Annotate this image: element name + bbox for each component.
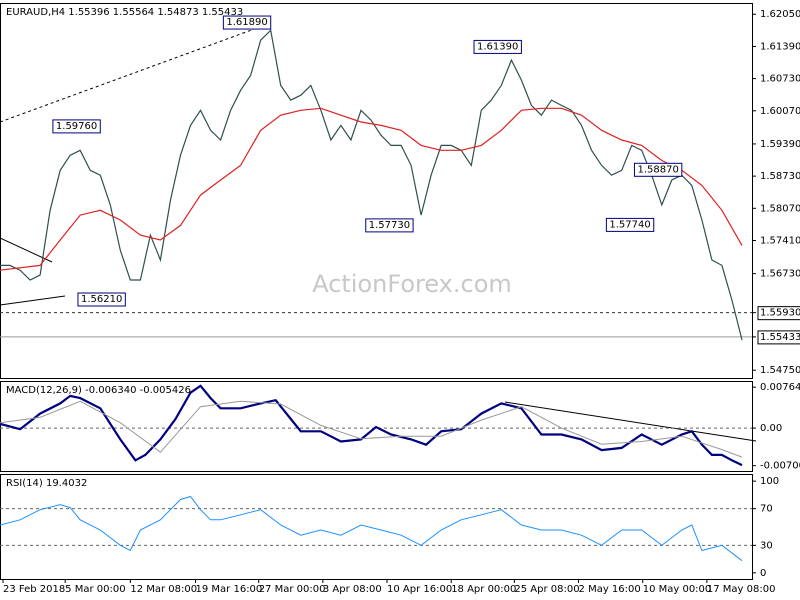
y-tick-label: 1.59390 [760,139,800,150]
annotation-box [605,217,655,232]
annotation-box [52,119,101,134]
x-tick-label: 5 Mar 00:00 [65,584,125,595]
y-tick-label: 1.57410 [760,235,800,246]
x-tick-label: 3 Apr 08:00 [323,584,382,595]
y-tick-label: 70 [760,504,773,515]
y-tick-label: 1.58070 [760,203,800,214]
price-annotation: 1.57730 [369,220,410,231]
x-tick-label: 25 Apr 08:00 [514,584,579,595]
y-tick-label: 1.61390 [760,41,800,52]
price-annotation: 1.61390 [477,41,518,52]
trend-line [0,295,66,306]
x-tick-label: 12 Mar 08:00 [130,584,197,595]
rsi-panel [0,474,753,580]
y-tick-label: 1.55433 [760,332,800,343]
y-tick-label: -0.007006 [760,461,800,472]
y-tick-label: 1.60070 [760,106,800,117]
y-tick-box [757,306,800,321]
x-tick-label: 23 Feb 2018 [3,584,65,595]
y-tick-label: 0.00 [760,423,782,434]
x-tick-label: 27 Mar 00:00 [259,584,326,595]
y-tick-label: 1.56730 [760,269,800,280]
price-annotation: 1.56210 [81,294,122,305]
price-annotation: 1.61890 [226,17,267,28]
y-tick-label: 1.54750 [760,365,800,376]
x-tick-label: 10 Apr 16:00 [387,584,452,595]
annotation-box [473,39,522,54]
macd-panel [0,381,753,472]
y-tick-label: 30 [760,540,773,551]
x-tick-label: 19 Mar 16:00 [196,584,263,595]
y-tick-label: 1.60730 [760,74,800,85]
price-annotation: 1.58870 [637,164,678,175]
x-tick-label: 2 May 16:00 [579,584,641,595]
series-line [0,29,743,341]
series-line [0,107,743,271]
annotation-box [633,162,683,177]
series-line [0,384,743,467]
panel-title: RSI(14) 19.4032 [6,478,87,489]
y-tick-label: 0.007642 [760,382,800,393]
panel-title: MACD(12,26,9) -0.006340 -0.005426 [6,385,191,396]
price-panel [0,3,753,379]
annotation-box [222,15,272,30]
y-tick-label: 1.62050 [760,9,800,20]
series-line [0,400,743,458]
y-tick-label: 0 [760,568,766,579]
price-annotation: 1.57740 [609,219,650,230]
x-tick-label: 10 May 00:00 [643,584,712,595]
price-annotation: 1.59760 [56,121,97,132]
y-tick-box [757,330,800,345]
annotation-box [365,218,414,233]
x-tick-label: 17 May 08:00 [707,584,776,595]
y-tick-label: 1.55930 [760,308,800,319]
watermark: ActionForex.com [312,270,512,298]
annotation-box [77,292,126,307]
trend-line [504,401,757,442]
y-tick-label: 100 [760,476,779,487]
y-tick-label: 1.58730 [760,171,800,182]
x-tick-label: 18 Apr 00:00 [451,584,516,595]
panel-title: EURAUD,H4 1.55396 1.55564 1.54873 1.5543… [6,7,243,18]
series-line [0,495,743,562]
